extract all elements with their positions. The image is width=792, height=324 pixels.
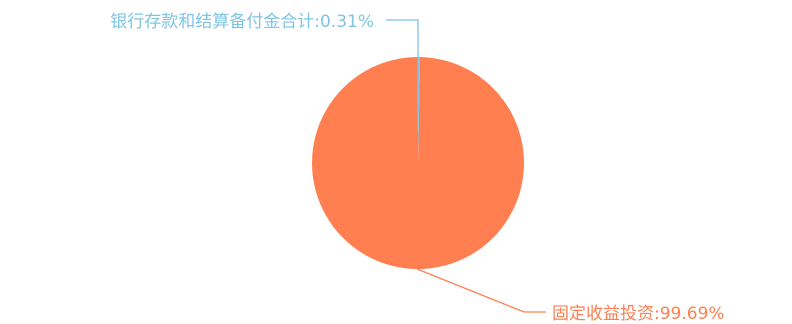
leader-line-1 [416,268,546,313]
slice-label-1: 固定收益投资:99.69% [552,304,725,324]
slice-labels: 银行存款和结算备付金合计:0.31% 固定收益投资:99.69% [110,12,724,324]
slice-label-0: 银行存款和结算备付金合计:0.31% [110,12,374,32]
leader-lines [386,19,546,313]
leader-line-0 [386,19,419,133]
pie-slice-1 [312,57,525,269]
